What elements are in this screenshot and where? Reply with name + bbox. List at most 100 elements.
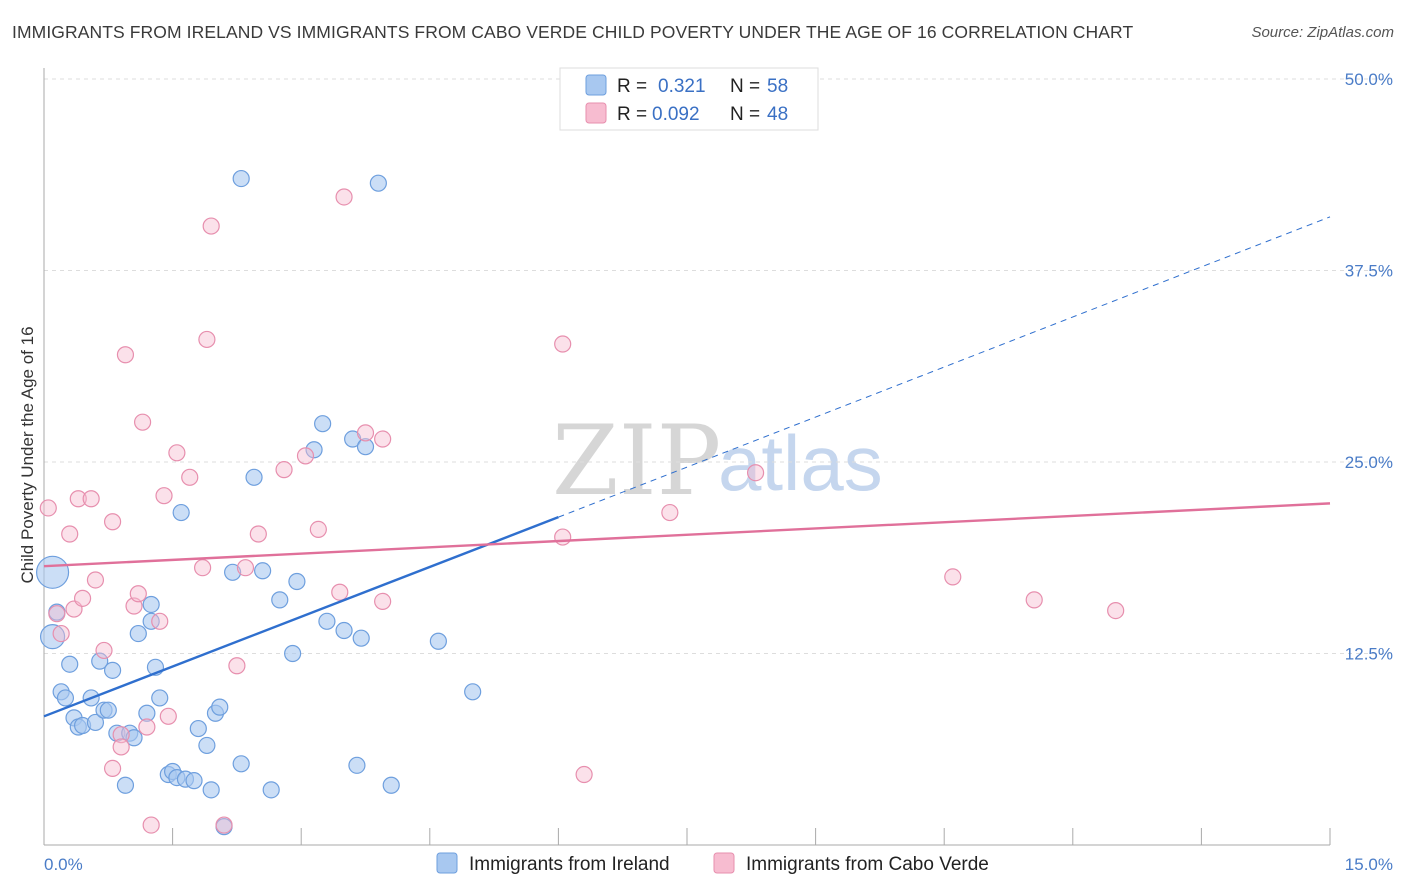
point-caboverde-24 bbox=[181, 468, 199, 486]
point-ireland-42 bbox=[284, 644, 302, 663]
point-ireland-0 bbox=[35, 555, 70, 589]
chart-source: Source: ZipAtlas.com bbox=[1251, 24, 1394, 41]
x-tick-label-1: 15.0% bbox=[1345, 855, 1393, 874]
legend-n-value-1: 48 bbox=[767, 104, 788, 125]
x-tick-labels: 0.0% 15.0% bbox=[44, 855, 1393, 874]
legend-n-value-0: 58 bbox=[767, 76, 788, 97]
point-ireland-49 bbox=[348, 756, 366, 774]
point-caboverde-34 bbox=[309, 520, 327, 539]
point-caboverde-40 bbox=[554, 335, 572, 353]
point-ireland-14 bbox=[103, 661, 122, 679]
point-caboverde-26 bbox=[202, 217, 220, 235]
point-caboverde-39 bbox=[374, 592, 392, 611]
x-tick-label-0: 0.0% bbox=[44, 855, 83, 874]
point-ireland-16 bbox=[116, 776, 135, 794]
point-ireland-28 bbox=[185, 772, 203, 790]
point-ireland-39 bbox=[254, 562, 272, 580]
point-ireland-50 bbox=[352, 629, 370, 647]
point-caboverde-31 bbox=[249, 525, 267, 543]
point-caboverde-21 bbox=[155, 487, 173, 505]
point-caboverde-44 bbox=[746, 464, 765, 482]
point-ireland-34 bbox=[211, 698, 229, 716]
trendline-ireland bbox=[43, 516, 559, 718]
point-caboverde-47 bbox=[1107, 602, 1125, 620]
point-caboverde-9 bbox=[95, 641, 113, 660]
trendline-caboverde bbox=[43, 502, 1331, 568]
point-caboverde-7 bbox=[82, 490, 100, 508]
trendline-ireland-extension bbox=[558, 216, 1331, 518]
point-ireland-52 bbox=[369, 174, 387, 192]
legend-swatch-caboverde bbox=[585, 102, 607, 124]
point-caboverde-29 bbox=[228, 657, 246, 675]
point-caboverde-37 bbox=[356, 424, 375, 442]
point-ireland-36 bbox=[232, 169, 250, 188]
point-ireland-43 bbox=[288, 572, 306, 591]
bottom-legend: Immigrants from Ireland Immigrants from … bbox=[436, 852, 989, 875]
point-ireland-29 bbox=[172, 503, 190, 522]
point-ireland-11 bbox=[91, 652, 109, 670]
point-caboverde-33 bbox=[296, 447, 315, 465]
point-caboverde-0 bbox=[39, 499, 57, 517]
point-caboverde-35 bbox=[331, 583, 349, 601]
legend-n-label-0: N = bbox=[730, 76, 760, 97]
x-ticks bbox=[43, 828, 1331, 845]
point-ireland-32 bbox=[202, 781, 220, 799]
legend-n-label-1: N = bbox=[730, 104, 760, 125]
point-ireland-40 bbox=[262, 781, 280, 799]
legend-swatch-ireland bbox=[585, 74, 607, 96]
bottom-legend-label-caboverde: Immigrants from Cabo Verde bbox=[746, 854, 989, 875]
point-ireland-47 bbox=[335, 621, 353, 640]
point-caboverde-17 bbox=[133, 413, 152, 431]
point-ireland-53 bbox=[382, 776, 400, 794]
point-ireland-19 bbox=[129, 624, 147, 643]
point-caboverde-38 bbox=[374, 430, 392, 448]
point-caboverde-6 bbox=[73, 589, 92, 607]
point-caboverde-23 bbox=[168, 444, 186, 462]
point-caboverde-25 bbox=[194, 559, 212, 577]
point-caboverde-46 bbox=[1025, 591, 1043, 609]
point-caboverde-43 bbox=[661, 503, 679, 522]
point-ireland-23 bbox=[151, 689, 169, 707]
watermark-zip: ZIP bbox=[552, 405, 721, 517]
point-caboverde-5 bbox=[69, 490, 87, 508]
y-axis-title: Child Poverty Under the Age of 16 bbox=[18, 326, 37, 583]
point-ireland-10 bbox=[86, 713, 105, 732]
point-ireland-41 bbox=[271, 591, 289, 609]
point-ireland-37 bbox=[232, 755, 250, 773]
watermark-atlas: atlas bbox=[718, 419, 883, 507]
bottom-legend-swatch-ireland bbox=[436, 852, 458, 874]
point-ireland-44 bbox=[305, 441, 323, 459]
point-caboverde-19 bbox=[142, 816, 160, 834]
point-ireland-20 bbox=[138, 704, 156, 722]
point-ireland-54 bbox=[429, 632, 447, 650]
point-ireland-31 bbox=[198, 736, 216, 755]
point-caboverde-1 bbox=[48, 605, 66, 623]
point-ireland-45 bbox=[314, 415, 332, 433]
point-ireland-30 bbox=[189, 719, 207, 738]
point-caboverde-45 bbox=[944, 568, 962, 586]
point-caboverde-3 bbox=[61, 525, 79, 543]
legend: R = 0.321 N = 58 R = 0.092 N = 48 bbox=[559, 67, 819, 131]
legend-r-label-0: R = bbox=[617, 76, 647, 97]
y-tick-label-1: 25.0% bbox=[1345, 453, 1393, 472]
point-caboverde-32 bbox=[275, 461, 293, 479]
point-caboverde-36 bbox=[335, 188, 353, 206]
y-tick-label-3: 50.0% bbox=[1345, 70, 1393, 89]
point-caboverde-20 bbox=[151, 612, 169, 630]
y-tick-label-2: 37.5% bbox=[1345, 262, 1393, 281]
point-caboverde-16 bbox=[129, 585, 147, 603]
point-ireland-1 bbox=[39, 624, 66, 650]
point-caboverde-8 bbox=[86, 571, 105, 589]
legend-r-label-1: R = bbox=[617, 104, 647, 125]
point-caboverde-42 bbox=[575, 765, 593, 784]
point-caboverde-18 bbox=[138, 718, 156, 736]
point-ireland-46 bbox=[318, 612, 336, 630]
point-caboverde-10 bbox=[103, 759, 122, 778]
point-ireland-5 bbox=[61, 655, 79, 673]
point-ireland-35 bbox=[224, 563, 242, 581]
point-ireland-13 bbox=[99, 701, 117, 719]
point-caboverde-11 bbox=[103, 513, 122, 531]
point-caboverde-13 bbox=[112, 738, 130, 756]
point-caboverde-2 bbox=[52, 624, 70, 643]
